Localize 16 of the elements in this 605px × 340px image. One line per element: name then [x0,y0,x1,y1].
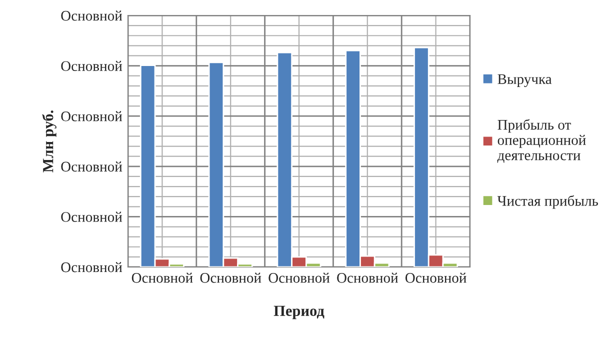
x-tick-label: Основной [132,272,193,283]
legend-label: Выручка [498,74,552,88]
x-tick-label: Основной [337,272,398,283]
x-tick-label: Основной [268,272,330,283]
legend-label: Чистая прибыль [497,195,598,209]
text: Основной [61,111,122,122]
x-tick-label: Основной [200,272,262,283]
text: Основной [61,161,122,172]
legend-label: Прибыль от операционной деятельности [497,119,586,163]
text: Основной [61,262,122,272]
x-axis-title: Период [274,306,324,320]
x-tick-label: Основной [405,272,466,283]
text: Основной [61,10,122,21]
text: Основной [61,212,122,222]
y-axis-title: Млн руб. [42,110,56,172]
text: Основной [61,60,122,72]
